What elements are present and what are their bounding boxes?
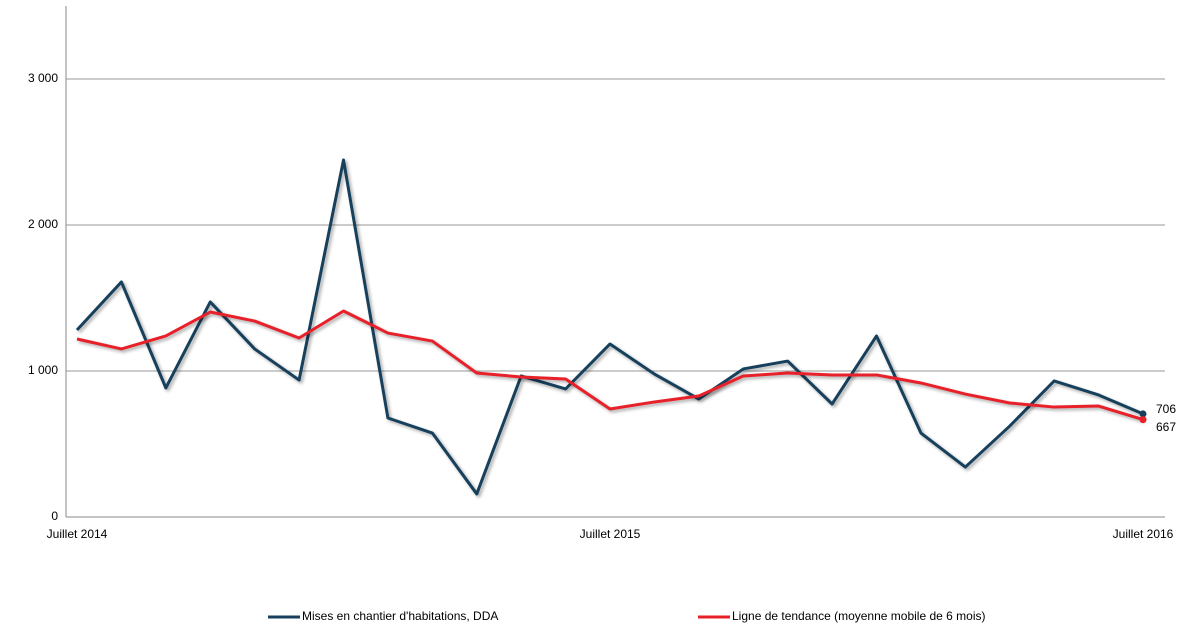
end-point (1139, 416, 1147, 424)
x-tick-label: Juillet 2016 (1113, 527, 1174, 541)
legend-label: Ligne de tendance (moyenne mobile de 6 m… (732, 609, 986, 623)
y-tick-label: 1 000 (28, 363, 58, 377)
x-tick-label: Juillet 2014 (47, 527, 108, 541)
y-tick-label: 3 000 (28, 71, 58, 85)
y-tick-label: 0 (51, 509, 58, 523)
series-line (75, 158, 1144, 496)
y-tick-label: 2 000 (28, 217, 58, 231)
series-line (76, 309, 1144, 422)
end-label: 706 (1156, 402, 1176, 416)
end-label: 667 (1156, 420, 1176, 434)
x-tick-label: Juillet 2015 (580, 527, 641, 541)
legend-label: Mises en chantier d'habitations, DDA (302, 609, 498, 623)
end-point (1139, 410, 1147, 418)
